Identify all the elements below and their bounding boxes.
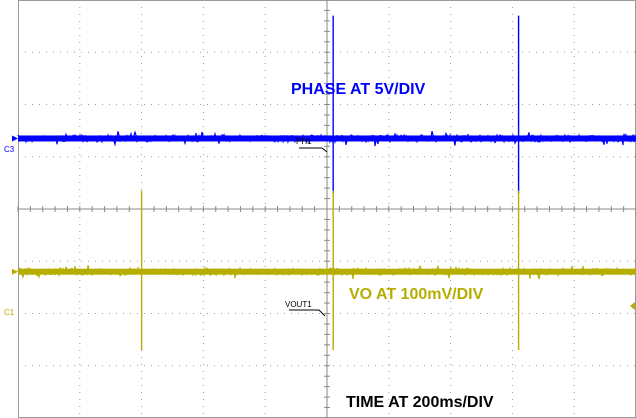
ground-marker-c1 [12, 268, 18, 275]
trace-c3 [12, 15, 636, 194]
channel-c3-tag: C3 [4, 145, 15, 154]
channel-c1-label: C1 [4, 308, 15, 317]
channel-c3-label: C3 [4, 145, 15, 154]
trace-c1 [12, 190, 636, 351]
trace-band-c1 [18, 268, 636, 275]
traces [12, 15, 636, 351]
vout-marker-line [289, 309, 326, 317]
phase-scale-annotation: PHASE AT 5V/DIV [291, 81, 426, 98]
vo-scale-annotation: VO AT 100mV/DIV [349, 286, 484, 303]
phase-marker-line [299, 147, 328, 153]
channel-c1-tag: C1 [4, 308, 15, 317]
trace-band-c3 [18, 135, 636, 142]
trigger-level-marker [630, 302, 635, 310]
vout-marker-label: VOUT1 [285, 300, 312, 309]
phase-marker-label: PH1 [296, 137, 312, 146]
ground-marker-c3 [12, 135, 18, 142]
time-scale-annotation: TIME AT 200ms/DIV [346, 394, 494, 411]
